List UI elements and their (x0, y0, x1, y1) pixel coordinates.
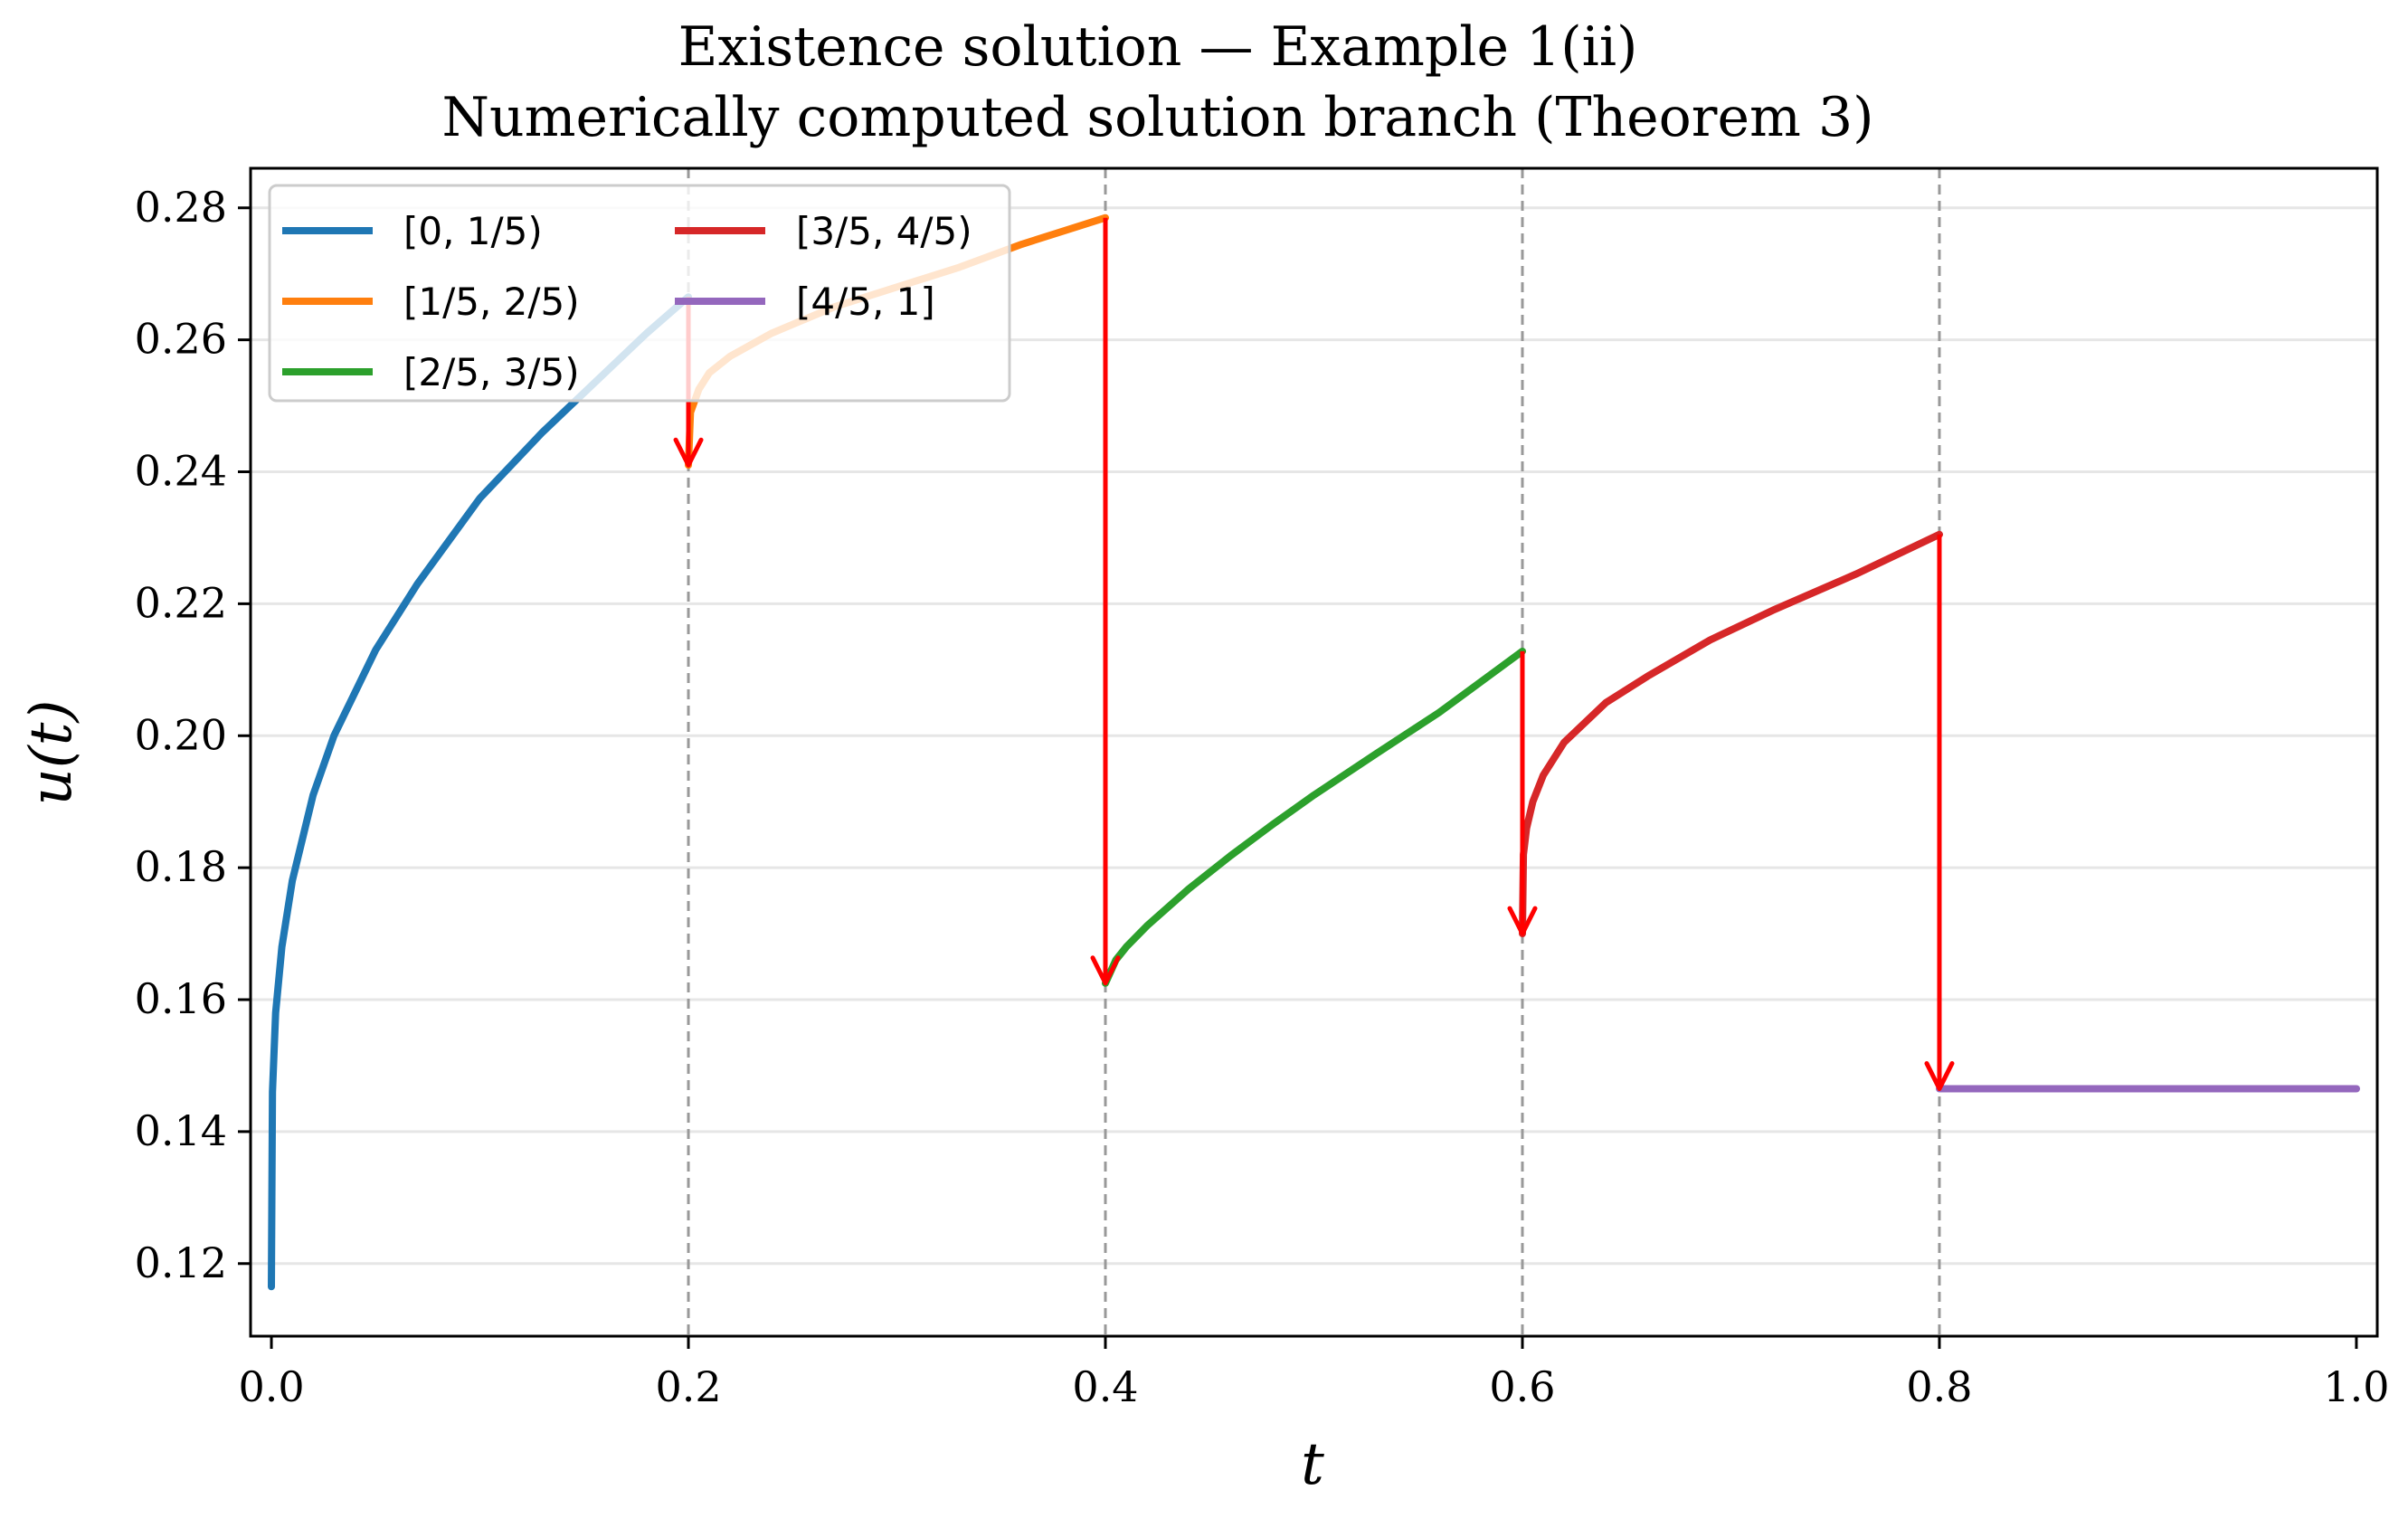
jump-arrow-head (1507, 906, 1538, 936)
y-axis-label: u(t) (18, 700, 85, 806)
jump-arrows (673, 217, 1955, 1091)
y-tick-label: 0.18 (135, 842, 227, 891)
chart-subtitle: Numerically computed solution branch (Th… (441, 86, 1873, 149)
x-tick-label: 0.2 (655, 1362, 721, 1411)
y-tick-label: 0.16 (135, 974, 227, 1023)
y-axis-ticks: 0.12 0.14 0.16 0.18 0.20 0.22 0.24 0.26 0.28 (135, 183, 251, 1287)
x-tick-label: 1.0 (2323, 1362, 2389, 1411)
x-axis-ticks: 0.0 0.2 0.4 0.6 0.8 1.0 (238, 1336, 2390, 1411)
series-line (1519, 530, 1943, 938)
x-tick-label: 0.6 (1489, 1362, 1555, 1411)
legend-label: [3/5, 4/5) (796, 209, 972, 253)
legend-label: [4/5, 1] (796, 280, 935, 324)
jump-arrow-head (1090, 955, 1121, 986)
x-tick-label: 0.8 (1906, 1362, 1972, 1411)
gridlines (251, 206, 2377, 1266)
legend: [0, 1/5) [1/5, 2/5) [2/5, 3/5) [3/5, 4/5) [4… (268, 184, 1011, 403)
y-tick-label: 0.20 (135, 710, 227, 759)
series-line (1102, 647, 1526, 987)
legend-label: [1/5, 2/5) (403, 280, 580, 324)
series-line (268, 293, 692, 1291)
legend-box (268, 184, 1011, 403)
jump-arrow-head (1924, 1060, 1955, 1091)
legend-label: [2/5, 3/5) (403, 350, 580, 394)
chart-title: Existence solution — Example 1(ii) (678, 15, 1638, 79)
x-axis-label: t (1301, 1431, 1324, 1498)
legend-label: [0, 1/5) (403, 209, 543, 253)
y-tick-label: 0.26 (135, 315, 227, 364)
y-tick-label: 0.12 (135, 1238, 227, 1287)
y-tick-label: 0.22 (135, 578, 227, 627)
y-tick-label: 0.24 (135, 447, 227, 496)
y-tick-label: 0.14 (135, 1106, 227, 1155)
x-tick-label: 0.4 (1072, 1362, 1138, 1411)
plot-frame (249, 166, 2379, 1338)
jump-arrow-head (673, 437, 704, 468)
x-tick-label: 0.0 (238, 1362, 304, 1411)
y-tick-label: 0.28 (135, 183, 227, 232)
